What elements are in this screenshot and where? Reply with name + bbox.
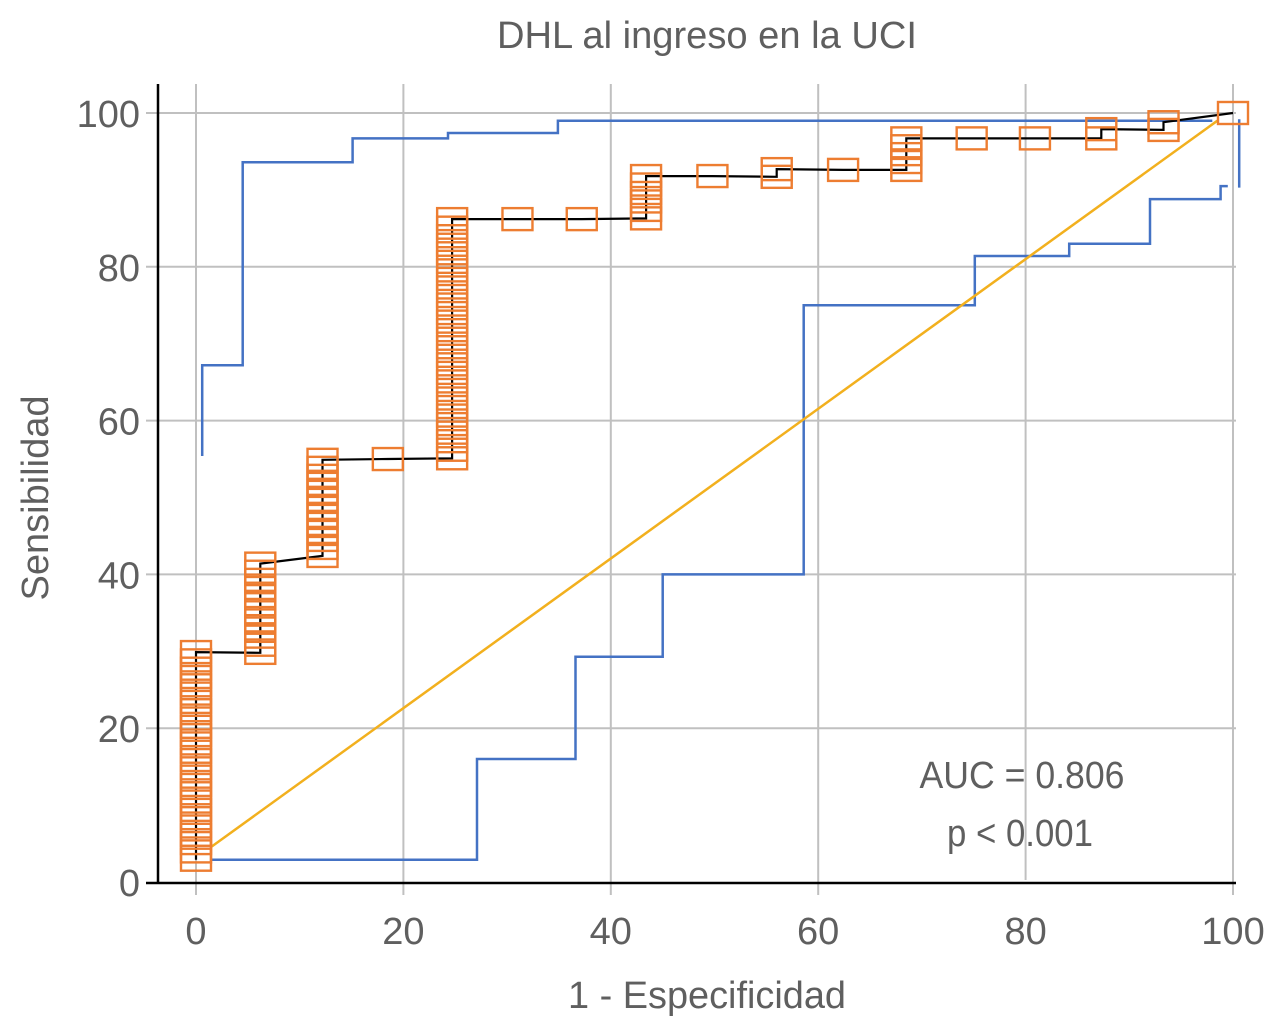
y-tick-label: 0 [119,863,140,905]
y-tick-label: 60 [98,402,140,444]
x-tick-label: 100 [1201,911,1264,953]
roc-point-marker [179,639,213,665]
gridlines [146,84,1236,895]
roc-point-marker [826,157,860,183]
roc-point-marker [955,126,988,151]
roc-point-marker [244,551,277,576]
roc-point-marker [1147,110,1180,135]
tick-labels: 0 20 40 60 80 100 0 20 40 60 80 100 [77,94,1265,953]
ci-curve [200,119,1213,456]
y-tick-label: 40 [98,555,140,597]
roc-markers [179,100,1250,872]
roc-point-marker [629,163,663,189]
auc-annotation: AUC = 0.806 [920,755,1125,797]
x-tick-label: 20 [382,911,424,953]
y-tick-label: 80 [98,248,140,290]
roc-point-marker [435,206,469,232]
roc-point-marker [760,156,793,182]
roc-point-marker [565,206,598,232]
chart-title: DHL al ingreso en la UCI [497,15,917,57]
roc-curve-line [194,111,1234,860]
roc-point-marker [306,447,339,473]
roc-point-marker [1018,126,1052,151]
reference-line [210,119,1219,848]
roc-point-marker [1085,116,1118,142]
y-tick-label: 100 [77,94,140,136]
y-tick-label: 20 [98,709,140,751]
ci-curve [211,184,1228,861]
p-value-annotation: p < 0.001 [947,813,1093,855]
roc-point-marker [501,206,534,232]
x-tick-label: 40 [590,911,632,953]
roc-point-marker [371,446,405,472]
roc-point-marker [1216,100,1250,126]
axes [146,84,1236,885]
roc-point-marker [696,163,729,189]
x-tick-label: 80 [1004,911,1046,953]
x-tick-label: 0 [185,911,206,953]
series-layer [179,100,1250,872]
y-axis-label: Sensibilidad [15,396,57,601]
x-tick-label: 60 [797,911,839,953]
x-axis-label: 1 - Especificidad [568,975,846,1017]
roc-point-marker [890,126,923,151]
